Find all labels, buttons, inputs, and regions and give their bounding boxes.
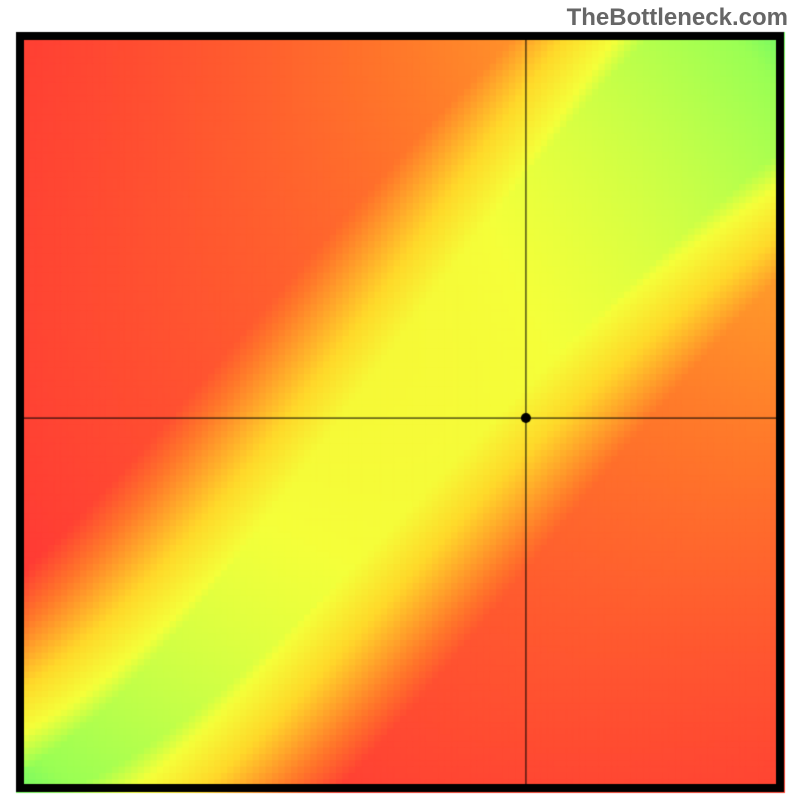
bottleneck-heatmap [0,0,800,800]
chart-container: TheBottleneck.com [0,0,800,800]
watermark-text: TheBottleneck.com [567,4,788,32]
